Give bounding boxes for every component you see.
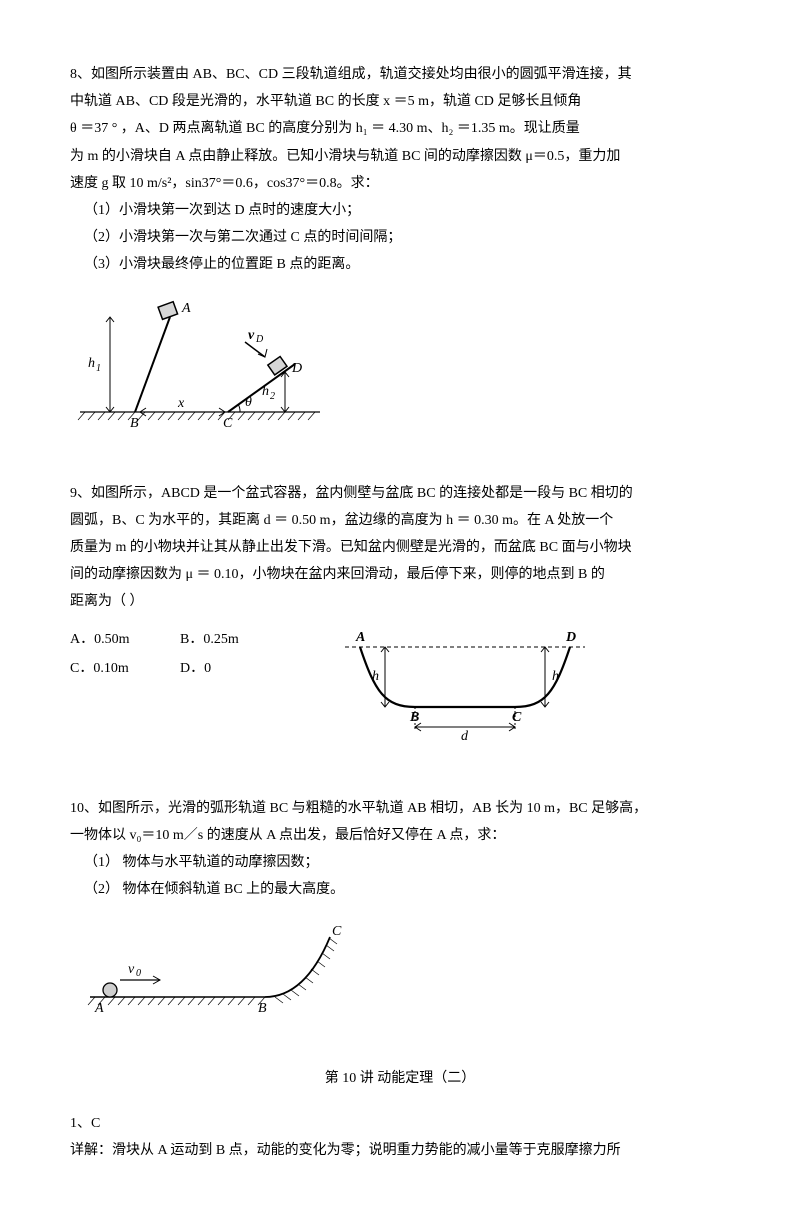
p10-q2: （2） 物体在倾斜轨道 BC 上的最大高度。: [70, 877, 730, 902]
fig10-C: C: [332, 924, 342, 939]
p8-l2: 中轨道 AB、CD 段是光滑的，水平轨道 BC 的长度 x ＝5 m，轨道 CD…: [70, 89, 730, 114]
p8-q1: （1）小滑块第一次到达 D 点时的速度大小；: [70, 198, 730, 223]
option-9A[interactable]: A．0.50m: [70, 627, 180, 652]
problem-9-number: 9、: [70, 486, 91, 501]
fig9-D: D: [565, 630, 576, 645]
p9-l5: 距离为（ ）: [70, 589, 730, 614]
option-9B[interactable]: B．0.25m: [180, 627, 290, 652]
fig10-A: A: [94, 1001, 104, 1016]
fig8-x: x: [177, 396, 185, 411]
ans-1-detail: 详解：滑块从 A 运动到 B 点，动能的变化为零；说明重力势能的减小量等于克服摩…: [70, 1138, 730, 1163]
fig8-B: B: [130, 416, 139, 431]
problem-8-stem: 8、如图所示装置由 AB、BC、CD 三段轨道组成，轨道交接处均由很小的圆弧平滑…: [70, 62, 730, 278]
p10-q1: （1） 物体与水平轨道的动摩擦因数；: [70, 850, 730, 875]
fig9-hR: h: [552, 669, 559, 684]
p9-l2: 圆弧，B、C 为水平的，其距离 d ＝ 0.50 m，盆边缘的高度为 h ＝ 0…: [70, 508, 730, 533]
fig10-v0: v: [128, 962, 135, 977]
problem-8-number: 8、: [70, 67, 91, 82]
p9-l4: 间的动摩擦因数为 μ ＝ 0.10，小物块在盆内来回滑动，最后停下来，则停的地点…: [70, 562, 730, 587]
problem-10-number: 10、: [70, 801, 98, 816]
fig8-h1: h: [88, 356, 95, 371]
p8-q2: （2）小滑块第一次与第二次通过 C 点的时间间隔；: [70, 225, 730, 250]
fig9-A: A: [355, 630, 365, 645]
p9-l3: 质量为 m 的小物块并让其从静止出发下滑。已知盆内侧壁是光滑的，而盆底 BC 面…: [70, 535, 730, 560]
fig8-vD: v: [248, 328, 255, 343]
fig8-C: C: [223, 416, 233, 431]
p10-l2: 一物体以 v₀＝10 m／s 的速度从 A 点出发，最后恰好又停在 A 点，求：: [70, 823, 730, 848]
fig10-B: B: [258, 1001, 267, 1016]
fig10-v0s: 0: [136, 968, 141, 979]
fig9-hL: h: [372, 669, 379, 684]
figure-9: A D B C h h d: [330, 627, 600, 766]
figure-8: A h 1 B x C θ D v D: [70, 292, 730, 451]
p8-l3: θ ＝37 ° ，A、D 两点离轨道 BC 的高度分别为 h₁ ＝ 4.30 m…: [70, 116, 730, 141]
ans-1: 1、C: [70, 1111, 730, 1136]
fig9-B: B: [409, 710, 419, 725]
problem-9-stem: 9、如图所示，ABCD 是一个盆式容器，盆内侧壁与盆底 BC 的连接处都是一段与…: [70, 481, 730, 615]
option-9C[interactable]: C．0.10m: [70, 656, 180, 681]
problem-9: 9、如图所示，ABCD 是一个盆式容器，盆内侧壁与盆底 BC 的连接处都是一段与…: [70, 481, 730, 766]
problem-10: 10、如图所示，光滑的弧形轨道 BC 与粗糙的水平轨道 AB 相切，AB 长为 …: [70, 796, 730, 1036]
fig8-h2s: 2: [270, 391, 275, 402]
figure-10: A v 0 B C: [70, 917, 730, 1036]
fig8-D: D: [291, 361, 302, 376]
fig9-C: C: [512, 710, 522, 725]
fig8-h2: h: [262, 384, 269, 399]
fig8-theta: θ: [245, 395, 252, 410]
problem-10-stem: 10、如图所示，光滑的弧形轨道 BC 与粗糙的水平轨道 AB 相切，AB 长为 …: [70, 796, 730, 903]
p9-l1: 如图所示，ABCD 是一个盆式容器，盆内侧壁与盆底 BC 的连接处都是一段与 B…: [91, 486, 633, 501]
section-title: 第 10 讲 动能定理（二）: [70, 1066, 730, 1091]
fig9-d: d: [461, 729, 469, 744]
p8-l1: 如图所示装置由 AB、BC、CD 三段轨道组成，轨道交接处均由很小的圆弧平滑连接…: [91, 67, 632, 82]
answers: 1、C 详解：滑块从 A 运动到 B 点，动能的变化为零；说明重力势能的减小量等…: [70, 1111, 730, 1163]
problem-9-options: A．0.50m B．0.25m C．0.10m D．0 A D B C h: [70, 627, 730, 766]
p8-l5: 速度 g 取 10 m/s²，sin37°＝0.6，cos37°＝0.8。求：: [70, 171, 730, 196]
fig8-h1s: 1: [96, 363, 101, 374]
fig8-vDs: D: [255, 334, 264, 345]
fig8-A: A: [181, 301, 191, 316]
p8-l4: 为 m 的小滑块自 A 点由静止释放。已知小滑块与轨道 BC 间的动摩擦因数 μ…: [70, 144, 730, 169]
p10-l1: 如图所示，光滑的弧形轨道 BC 与粗糙的水平轨道 AB 相切，AB 长为 10 …: [98, 801, 647, 816]
problem-8: 8、如图所示装置由 AB、BC、CD 三段轨道组成，轨道交接处均由很小的圆弧平滑…: [70, 62, 730, 451]
option-9D[interactable]: D．0: [180, 656, 290, 681]
p8-q3: （3）小滑块最终停止的位置距 B 点的距离。: [70, 252, 730, 277]
